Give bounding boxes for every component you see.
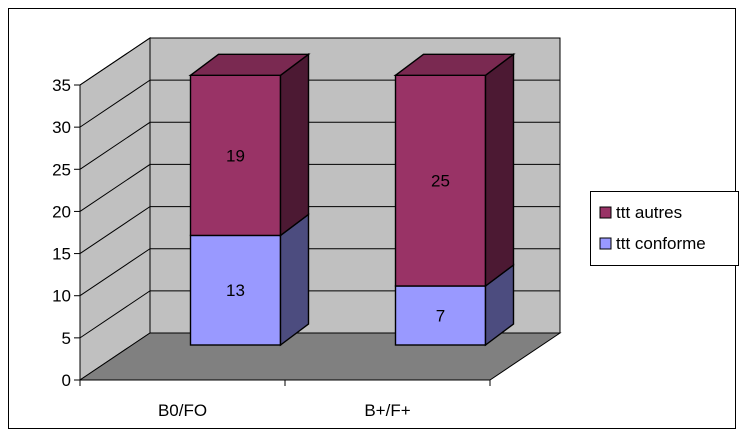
tick-labels: 0 5 10 15 20 25 30 35 13 19 B0/FO 7 25 B+/F+ — [52, 76, 450, 420]
bar-side-face — [279, 52, 310, 237]
y-tick-label: 5 — [62, 329, 71, 348]
bar-side-face — [279, 213, 310, 347]
y-tick-label: 10 — [52, 287, 71, 306]
bar-ttt-autres-BF — [394, 74, 487, 287]
x-tick-label: B+/F+ — [364, 401, 410, 420]
legend-swatch — [599, 237, 612, 250]
legend-label: ttt conforme — [616, 234, 706, 253]
y-tick-label: 25 — [52, 160, 71, 179]
legend-label: ttt autres — [616, 203, 682, 222]
y-tick-label: 30 — [52, 118, 71, 137]
y-tick-label: 35 — [52, 76, 71, 95]
legend: ttt autres ttt conforme — [590, 191, 739, 266]
legend-swatch — [599, 206, 612, 219]
data-label: 19 — [226, 146, 245, 165]
bar-side-face — [484, 52, 515, 288]
bar-ttt-autres-B0FO — [189, 74, 282, 237]
bar-ttt-conforme-BF — [394, 285, 487, 346]
bars — [188, 52, 516, 347]
legend-box — [590, 191, 739, 266]
gridline — [79, 37, 560, 86]
side-wall — [79, 37, 151, 381]
data-label: 13 — [226, 281, 245, 300]
bar-top-face — [393, 53, 516, 76]
axes — [74, 84, 491, 386]
y-tick-label: 20 — [52, 202, 71, 221]
y-tick-label: 15 — [52, 245, 71, 264]
bar-top-face — [188, 53, 311, 76]
bar-ttt-conforme-B0FO — [189, 234, 282, 346]
x-tick-label: B0/FO — [158, 401, 207, 420]
data-label: 25 — [431, 172, 450, 191]
y-tick-label: 0 — [62, 371, 71, 390]
data-label: 7 — [436, 307, 445, 326]
